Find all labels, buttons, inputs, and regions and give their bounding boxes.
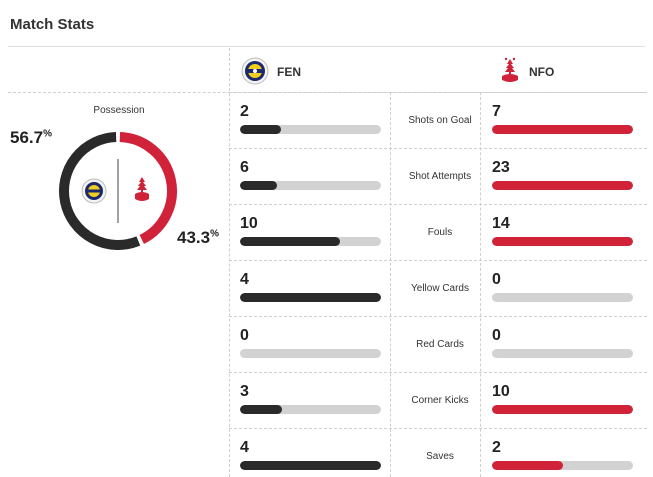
possession-away-arc [119, 132, 177, 244]
possession-away-pct: 43.3% [177, 228, 219, 247]
stat-row: 4 Yellow Cards 0 [229, 260, 647, 316]
stat-row: 6 Shot Attempts 23 [229, 148, 647, 204]
stat-away-bar-fill [492, 181, 633, 190]
stat-home-bar-fill [240, 181, 277, 190]
stat-home-value: 6 [240, 159, 249, 176]
stat-home-value: 10 [240, 215, 258, 232]
stat-away-value: 0 [492, 271, 501, 288]
stat-away-bar-fill [492, 461, 563, 470]
stat-home-bar [240, 405, 381, 414]
stat-row: 0 Red Cards 0 [229, 316, 647, 372]
stat-row: 10 Fouls 14 [229, 204, 647, 260]
stat-home-bar [240, 349, 381, 358]
stat-away-bar [492, 181, 633, 190]
stat-away-value: 2 [492, 439, 501, 456]
stat-home-bar [240, 237, 381, 246]
stat-column-divider-left [390, 92, 391, 477]
stat-away-bar [492, 461, 633, 470]
stat-row: 2 Shots on Goal 7 [229, 92, 647, 148]
stat-home-bar [240, 461, 381, 470]
stat-away-bar [492, 405, 633, 414]
stat-label: Shots on Goal [408, 115, 472, 126]
stat-away-value: 10 [492, 383, 510, 400]
stat-away-bar-fill [492, 125, 633, 134]
stat-row: 4 Saves 2 [229, 428, 647, 477]
stat-away-bar [492, 125, 633, 134]
stat-home-bar-fill [240, 293, 381, 302]
column-divider [229, 48, 230, 477]
stat-home-bar [240, 181, 381, 190]
stat-home-bar [240, 125, 381, 134]
stat-away-value: 23 [492, 159, 510, 176]
stat-home-bar-fill [240, 405, 283, 414]
stat-home-value: 3 [240, 383, 249, 400]
stat-home-bar [240, 293, 381, 302]
possession-home-pct: 56.7% [10, 128, 52, 147]
stat-away-value: 0 [492, 327, 501, 344]
team-header-home: FEN [241, 57, 301, 88]
stat-label: Corner Kicks [411, 395, 469, 406]
stat-home-value: 0 [240, 327, 249, 344]
stat-away-bar [492, 349, 633, 358]
nottingham-forest-crest-icon [499, 57, 521, 88]
header-divider [8, 46, 645, 47]
stat-home-value: 4 [240, 439, 249, 456]
team-abbr-home: FEN [277, 65, 301, 79]
stat-home-bar-fill [240, 125, 281, 134]
stat-away-bar-fill [492, 405, 633, 414]
stat-away-bar [492, 293, 633, 302]
team-abbr-away: NFO [529, 65, 555, 79]
possession-donut [56, 129, 180, 253]
stat-label: Saves [426, 451, 454, 462]
possession-home-arc [59, 132, 141, 250]
stat-home-value: 2 [240, 103, 249, 120]
fenerbahce-crest-icon [81, 178, 107, 204]
stat-home-bar-fill [240, 237, 341, 246]
stat-label: Red Cards [416, 339, 464, 350]
stat-label: Fouls [427, 227, 453, 238]
stat-away-bar [492, 237, 633, 246]
stat-away-value: 14 [492, 215, 510, 232]
stat-label: Yellow Cards [411, 283, 469, 294]
stat-home-value: 4 [240, 271, 249, 288]
stat-label: Shot Attempts [408, 171, 472, 182]
team-header-away: NFO [499, 57, 555, 88]
nottingham-forest-crest-icon [135, 177, 149, 201]
section-title: Match Stats [10, 16, 95, 33]
stat-column-divider-right [480, 92, 481, 477]
fenerbahce-crest-icon [241, 57, 269, 88]
possession-title: Possession [93, 105, 145, 116]
stat-row: 3 Corner Kicks 10 [229, 372, 647, 428]
stat-home-bar-fill [240, 461, 381, 470]
stat-away-value: 7 [492, 103, 501, 120]
stat-away-bar-fill [492, 237, 633, 246]
